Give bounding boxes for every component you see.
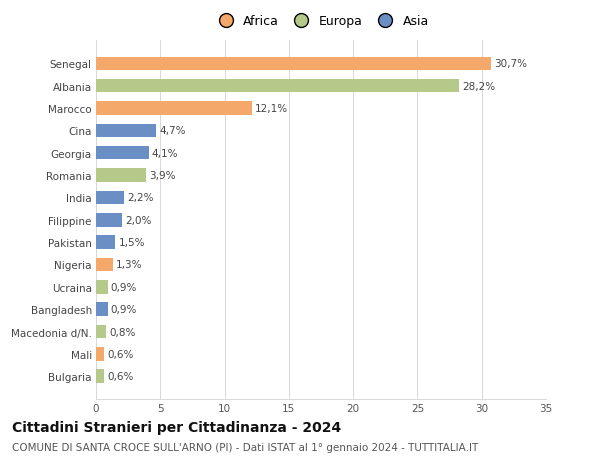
Bar: [96, 169, 146, 182]
Text: COMUNE DI SANTA CROCE SULL'ARNO (PI) - Dati ISTAT al 1° gennaio 2024 - TUTTITALI: COMUNE DI SANTA CROCE SULL'ARNO (PI) - D…: [12, 442, 478, 452]
Bar: [96, 191, 124, 205]
Text: 0,8%: 0,8%: [110, 327, 136, 337]
Text: 4,1%: 4,1%: [152, 148, 178, 158]
Text: 2,0%: 2,0%: [125, 215, 151, 225]
Bar: [96, 213, 122, 227]
Bar: [96, 280, 107, 294]
Text: 28,2%: 28,2%: [462, 82, 495, 91]
Bar: [96, 80, 458, 93]
Text: 1,5%: 1,5%: [119, 238, 145, 247]
Legend: Africa, Europa, Asia: Africa, Europa, Asia: [213, 15, 429, 28]
Text: 30,7%: 30,7%: [494, 59, 527, 69]
Text: Cittadini Stranieri per Cittadinanza - 2024: Cittadini Stranieri per Cittadinanza - 2…: [12, 420, 341, 434]
Text: 1,3%: 1,3%: [116, 260, 142, 270]
Text: 12,1%: 12,1%: [255, 104, 288, 114]
Text: 0,9%: 0,9%: [111, 304, 137, 314]
Text: 0,6%: 0,6%: [107, 371, 133, 381]
Bar: [96, 347, 104, 361]
Text: 2,2%: 2,2%: [128, 193, 154, 203]
Text: 0,9%: 0,9%: [111, 282, 137, 292]
Bar: [96, 236, 115, 249]
Bar: [96, 369, 104, 383]
Text: 0,6%: 0,6%: [107, 349, 133, 359]
Bar: [96, 258, 113, 272]
Bar: [96, 325, 106, 338]
Bar: [96, 102, 251, 116]
Bar: [96, 124, 157, 138]
Bar: [96, 147, 149, 160]
Bar: [96, 303, 107, 316]
Bar: [96, 57, 491, 71]
Text: 3,9%: 3,9%: [149, 171, 176, 181]
Text: 4,7%: 4,7%: [160, 126, 186, 136]
